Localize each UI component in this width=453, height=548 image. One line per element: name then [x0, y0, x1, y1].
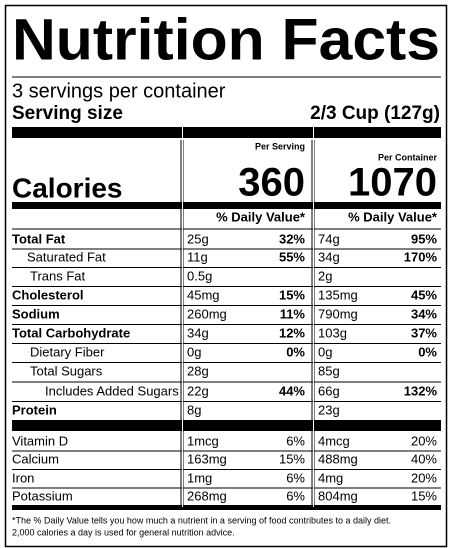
daily-value: 6% [286, 433, 305, 448]
daily-value: 44% [279, 383, 305, 398]
amount: 34g [187, 325, 209, 340]
amount: 488mg [318, 451, 358, 466]
daily-value: 170% [404, 249, 438, 264]
amount: 1mg [187, 470, 212, 485]
nutrient-name: Iron [12, 470, 34, 485]
title: Nutrition Facts [12, 7, 440, 72]
daily-value: 55% [279, 249, 305, 264]
amount: 23g [318, 402, 340, 417]
amount: 0g [187, 344, 201, 359]
daily-value: 37% [411, 325, 437, 340]
daily-value: 15% [411, 488, 437, 503]
column-gap [313, 127, 314, 507]
column-header: Per Serving [255, 141, 305, 151]
amount: 1mcg [187, 433, 219, 448]
amount: 2g [318, 268, 332, 283]
daily-value: 0% [418, 344, 437, 359]
daily-value: 34% [411, 306, 437, 321]
nutrient-name: Protein [12, 402, 57, 417]
thick-bar [12, 127, 441, 138]
amount: 45mg [187, 287, 220, 302]
amount: 163mg [187, 451, 227, 466]
daily-value: 20% [411, 470, 437, 485]
label-border [4, 4, 448, 548]
daily-value: 132% [404, 383, 438, 398]
serving-size-value: 2/3 Cup (127g) [310, 103, 440, 124]
footnote: *The % Daily Value tells you how much a … [12, 515, 391, 525]
footnote: 2,000 calories a day is used for general… [12, 527, 235, 537]
dv-header: % Daily Value* [348, 209, 438, 224]
amount: 804mg [318, 488, 358, 503]
amount: 25g [187, 231, 209, 246]
daily-value: 40% [411, 451, 437, 466]
nutrient-name: Saturated Fat [27, 249, 106, 264]
daily-value: 20% [411, 433, 437, 448]
amount: 22g [187, 383, 209, 398]
daily-value: 12% [279, 325, 305, 340]
amount: 11g [187, 249, 208, 264]
amount: 135mg [318, 287, 358, 302]
daily-value: 11% [280, 306, 306, 321]
amount: 4mcg [318, 433, 350, 448]
amount: 74g [318, 231, 340, 246]
amount: 0.5g [187, 268, 212, 283]
servings: 3 servings per container [12, 80, 226, 102]
calories-label: Calories [12, 172, 123, 203]
daily-value: 0% [286, 344, 305, 359]
amount: 28g [187, 363, 209, 378]
calories-value: 1070 [348, 161, 437, 205]
thick-bar [12, 505, 441, 510]
nutrient-name: Calcium [12, 451, 59, 466]
daily-value: 45% [411, 287, 437, 302]
daily-value: 15% [279, 287, 305, 302]
nutrient-name: Cholesterol [12, 287, 84, 302]
amount: 268mg [187, 488, 227, 503]
amount: 103g [318, 325, 347, 340]
daily-value: 6% [286, 470, 305, 485]
column-header: Per Container [378, 152, 438, 162]
nutrient-name: Sodium [12, 306, 60, 321]
nutrient-name: Includes Added Sugars [45, 383, 179, 398]
nutrient-name: Total Fat [12, 231, 66, 246]
amount: 8g [187, 402, 201, 417]
nutrient-name: Trans Fat [30, 268, 86, 283]
amount: 4mg [318, 470, 343, 485]
daily-value: 32% [279, 231, 305, 246]
serving-size-label: Serving size [12, 103, 123, 124]
daily-value: 95% [411, 231, 437, 246]
daily-value: 15% [279, 451, 305, 466]
thick-bar [12, 420, 441, 431]
nutrient-name: Dietary Fiber [30, 344, 105, 359]
amount: 0g [318, 344, 332, 359]
column-gap [182, 127, 183, 507]
nutrient-name: Total Sugars [30, 363, 103, 378]
amount: 34g [318, 249, 340, 264]
nutrient-name: Total Carbohydrate [12, 325, 130, 340]
amount: 790mg [318, 306, 358, 321]
amount: 66g [318, 383, 340, 398]
daily-value: 6% [286, 488, 305, 503]
amount: 85g [318, 363, 340, 378]
amount: 260mg [187, 306, 227, 321]
nutrient-rows: Total Fat 25g 32% 74g 95% Saturated Fat 11g 55%… [12, 231, 441, 503]
calories-value: 360 [238, 161, 305, 205]
dv-header: % Daily Value* [216, 209, 306, 224]
thick-bar [12, 202, 441, 209]
nutrient-name: Vitamin D [12, 433, 68, 448]
nutrient-name: Potassium [12, 488, 73, 503]
